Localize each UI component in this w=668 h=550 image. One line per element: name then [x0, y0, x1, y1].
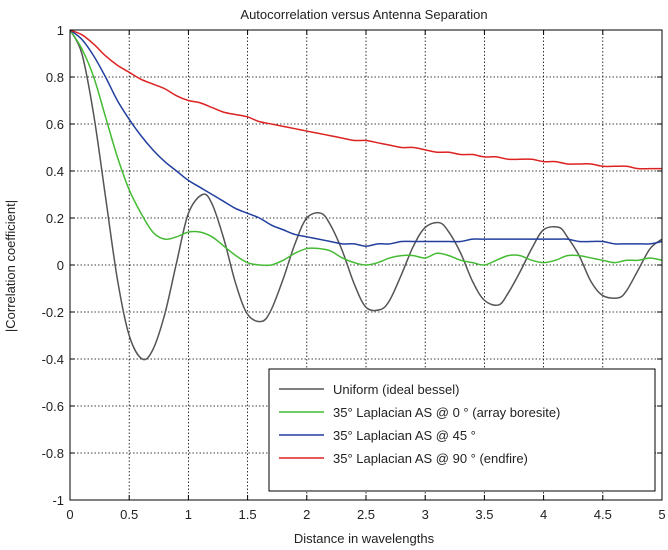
y-tick-label: 1: [57, 23, 64, 38]
y-tick-label: 0: [57, 258, 64, 273]
x-tick-label: 5: [658, 507, 665, 522]
y-tick-label: -0.4: [42, 352, 64, 367]
series-group: [69, 29, 663, 361]
x-axis-title: Distance in wavelengths: [294, 531, 435, 546]
y-tick-label: -0.8: [42, 446, 64, 461]
x-tick-label: 4: [540, 507, 547, 522]
y-tick-label: 0.8: [46, 70, 64, 85]
x-tick-label: 0: [66, 507, 73, 522]
series-laplacian-0-line: [69, 29, 663, 267]
chart-title: Autocorrelation versus Antenna Separatio…: [240, 7, 487, 22]
y-tick-label: 0.4: [46, 164, 64, 179]
x-tick-label: 2.5: [357, 507, 375, 522]
legend-label: 35° Laplacian AS @ 90 ° (endfire): [333, 451, 528, 466]
legend-label: Uniform (ideal bessel): [333, 382, 459, 397]
y-tick-label: -0.2: [42, 305, 64, 320]
x-tick-label: 2: [303, 507, 310, 522]
x-tick-label: 3: [422, 507, 429, 522]
y-tick-label: -0.6: [42, 399, 64, 414]
y-tick-label: 0.6: [46, 117, 64, 132]
legend-box: [268, 368, 656, 492]
x-tick-labels: 0 0.5 1 1.5 2 2.5 3 3.5 4 4.5 5: [66, 507, 665, 522]
legend-label: 35° Laplacian AS @ 45 °: [333, 428, 476, 443]
grid: [70, 30, 662, 500]
series-uniform-line: [69, 29, 663, 361]
y-axis-title: |Correlation coefficient|: [3, 200, 18, 332]
x-tick-label: 1: [185, 507, 192, 522]
x-tick-label: 1.5: [239, 507, 257, 522]
legend: Uniform (ideal bessel) 35° Laplacian AS @…: [268, 368, 656, 492]
legend-label: 35° Laplacian AS @ 0 ° (array boresite): [333, 405, 560, 420]
y-tick-label: 0.2: [46, 211, 64, 226]
x-tick-label: 3.5: [475, 507, 493, 522]
axis-ticks: [69, 29, 663, 501]
x-tick-label: 0.5: [120, 507, 138, 522]
x-tick-label: 4.5: [594, 507, 612, 522]
y-tick-labels: 1 0.8 0.6 0.4 0.2 0 -0.2 -0.4 -0.6 -0.8 -1: [42, 23, 64, 508]
series-laplacian-90-line: [69, 29, 662, 170]
y-tick-label: -1: [52, 493, 64, 508]
series-laplacian-45-line: [69, 29, 663, 247]
